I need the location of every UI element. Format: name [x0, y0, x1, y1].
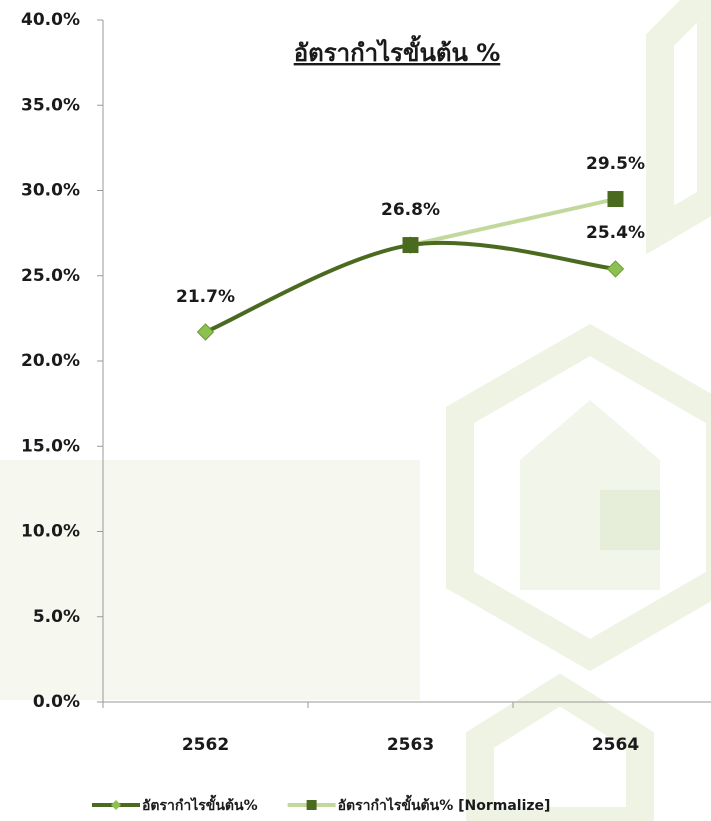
y-tick-label: 20.0% [21, 351, 80, 371]
point-marker [198, 324, 214, 340]
legend-item: อัตรากำไรขั้นต้น% [Normalize] [288, 794, 551, 814]
data-label: 21.7% [176, 287, 235, 307]
legend-marker [307, 800, 317, 810]
y-tick-label: 15.0% [21, 436, 80, 456]
legend-label: อัตรากำไรขั้นต้น% [142, 794, 258, 814]
y-tick-label: 40.0% [21, 10, 80, 30]
data-label: 25.4% [586, 223, 645, 243]
data-label: 29.5% [586, 154, 645, 174]
x-tick-label: 2564 [592, 735, 639, 755]
background-photo [0, 460, 420, 700]
legend-marker [111, 800, 121, 810]
chart-title: อัตรากำไรขั้นต้น % [294, 34, 501, 67]
background-house [520, 400, 660, 590]
point-marker [608, 261, 624, 277]
point-marker [403, 237, 419, 253]
x-tick-label: 2563 [387, 735, 434, 755]
y-tick-label: 35.0% [21, 95, 80, 115]
series-line [411, 199, 616, 245]
y-tick-label: 10.0% [21, 522, 80, 542]
legend-item: อัตรากำไรขั้นต้น% [92, 794, 258, 814]
x-tick-label: 2562 [182, 735, 229, 755]
data-label: 26.8% [381, 200, 440, 220]
point-marker [608, 191, 624, 207]
series-line [206, 243, 616, 332]
y-tick-label: 30.0% [21, 181, 80, 201]
y-tick-label: 0.0% [33, 692, 80, 712]
legend-label: อัตรากำไรขั้นต้น% [Normalize] [338, 794, 551, 814]
y-tick-label: 25.0% [21, 266, 80, 286]
y-tick-label: 5.0% [33, 607, 80, 627]
chart: อัตรากำไรขั้นต้น % 0.0% 5.0% 10.0% 15.0% 20.… [0, 0, 711, 821]
